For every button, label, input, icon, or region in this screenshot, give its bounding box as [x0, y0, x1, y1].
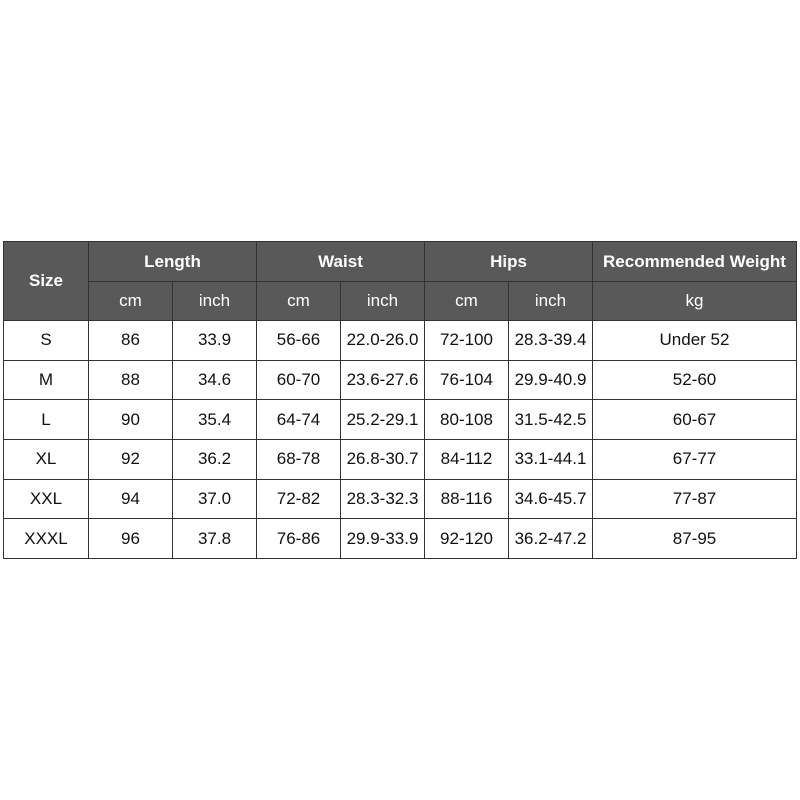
- cell-hips-cm: 92-120: [424, 518, 509, 560]
- cell-length-cm: 88: [88, 359, 173, 401]
- cell-weight-kg: 77-87: [592, 478, 797, 520]
- table-row: XXXL 96 37.8 76-86 29.9-33.9 92-120 36.2-47.2 8…: [3, 518, 797, 560]
- cell-length-inch: 33.9: [172, 320, 257, 361]
- header-waist: Waist: [256, 241, 425, 282]
- cell-hips-inch: 33.1-44.1: [508, 439, 593, 480]
- cell-waist-cm: 60-70: [256, 359, 341, 401]
- cell-length-cm: 96: [88, 518, 173, 560]
- cell-length-inch: 35.4: [172, 399, 257, 441]
- cell-waist-inch: 22.0-26.0: [340, 320, 425, 361]
- size-chart-table: Size Length Waist Hips Recommended Weigh…: [3, 241, 797, 560]
- cell-length-inch: 34.6: [172, 359, 257, 401]
- unit-length-inch: inch: [172, 281, 257, 321]
- header-row-groups: Size Length Waist Hips Recommended Weigh…: [3, 241, 797, 321]
- header-row-units: cm inch cm inch cm inch kg: [4, 281, 797, 321]
- cell-hips-inch: 29.9-40.9: [508, 359, 593, 401]
- unit-hips-inch: inch: [508, 281, 593, 321]
- header-hips: Hips: [424, 241, 593, 282]
- table-row: M 88 34.6 60-70 23.6-27.6 76-104 29.9-40.9 52-6…: [3, 359, 797, 401]
- cell-waist-inch: 28.3-32.3: [340, 478, 425, 520]
- cell-hips-cm: 80-108: [424, 399, 509, 441]
- cell-hips-cm: 88-116: [424, 478, 509, 520]
- cell-hips-cm: 76-104: [424, 359, 509, 401]
- cell-size: S: [3, 320, 89, 361]
- cell-weight-kg: 87-95: [592, 518, 797, 560]
- cell-size: XXL: [3, 478, 89, 520]
- cell-weight-kg: 67-77: [592, 439, 797, 480]
- cell-length-inch: 37.0: [172, 478, 257, 520]
- cell-waist-cm: 64-74: [256, 399, 341, 441]
- table-row: XL 92 36.2 68-78 26.8-30.7 84-112 33.1-44.1 67-…: [3, 439, 797, 480]
- unit-length-cm: cm: [88, 281, 173, 321]
- cell-size: M: [3, 359, 89, 401]
- table-row: XXL 94 37.0 72-82 28.3-32.3 88-116 34.6-45.7 77…: [3, 478, 797, 520]
- cell-length-cm: 90: [88, 399, 173, 441]
- header-recommended-weight: Recommended Weight: [592, 241, 797, 282]
- unit-waist-inch: inch: [340, 281, 425, 321]
- cell-length-inch: 36.2: [172, 439, 257, 480]
- cell-weight-kg: 52-60: [592, 359, 797, 401]
- cell-hips-cm: 84-112: [424, 439, 509, 480]
- cell-hips-inch: 36.2-47.2: [508, 518, 593, 560]
- cell-waist-inch: 25.2-29.1: [340, 399, 425, 441]
- cell-length-cm: 92: [88, 439, 173, 480]
- cell-length-cm: 94: [88, 478, 173, 520]
- cell-weight-kg: Under 52: [592, 320, 797, 361]
- cell-waist-inch: 29.9-33.9: [340, 518, 425, 560]
- unit-hips-cm: cm: [424, 281, 509, 321]
- cell-hips-inch: 28.3-39.4: [508, 320, 593, 361]
- header-length: Length: [88, 241, 257, 282]
- cell-weight-kg: 60-67: [592, 399, 797, 441]
- header-size: Size: [3, 241, 89, 321]
- cell-waist-cm: 68-78: [256, 439, 341, 480]
- cell-length-cm: 86: [88, 320, 173, 361]
- cell-size: XL: [3, 439, 89, 480]
- unit-waist-cm: cm: [256, 281, 341, 321]
- cell-length-inch: 37.8: [172, 518, 257, 560]
- table-row: L 90 35.4 64-74 25.2-29.1 80-108 31.5-42.5 60-6…: [3, 399, 797, 441]
- cell-hips-cm: 72-100: [424, 320, 509, 361]
- cell-hips-inch: 34.6-45.7: [508, 478, 593, 520]
- cell-size: XXXL: [3, 518, 89, 560]
- cell-hips-inch: 31.5-42.5: [508, 399, 593, 441]
- cell-waist-inch: 26.8-30.7: [340, 439, 425, 480]
- cell-waist-inch: 23.6-27.6: [340, 359, 425, 401]
- cell-size: L: [3, 399, 89, 441]
- cell-waist-cm: 76-86: [256, 518, 341, 560]
- cell-waist-cm: 72-82: [256, 478, 341, 520]
- unit-weight-kg: kg: [592, 281, 797, 321]
- cell-waist-cm: 56-66: [256, 320, 341, 361]
- table-row: S 86 33.9 56-66 22.0-26.0 72-100 28.3-39.4 Unde…: [3, 320, 797, 361]
